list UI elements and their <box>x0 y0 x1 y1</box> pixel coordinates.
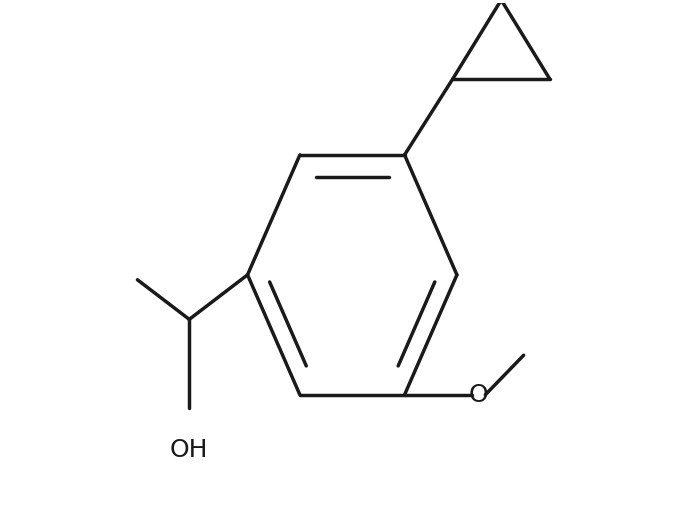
Text: OH: OH <box>170 438 208 462</box>
Text: O: O <box>469 383 488 407</box>
